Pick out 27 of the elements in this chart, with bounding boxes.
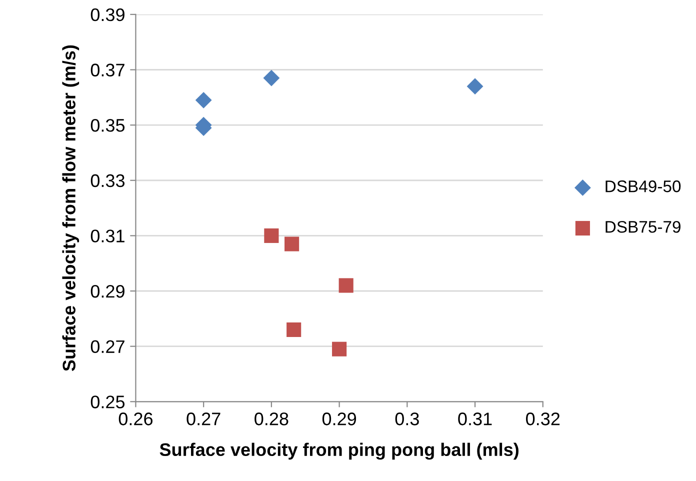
point <box>264 228 279 243</box>
x-tick-label: 0.28 <box>254 412 288 426</box>
point <box>263 70 280 86</box>
y-tick-label: 0.25 <box>90 396 125 408</box>
y-tick-label: 0.35 <box>90 118 125 132</box>
y-tick-label: 0.31 <box>90 230 124 242</box>
x-tick-label: 0.32 <box>526 412 560 426</box>
point <box>332 342 347 356</box>
legend-label: DSB75-79 <box>606 220 680 233</box>
y-tick-label: 0.29 <box>90 284 124 298</box>
point <box>338 278 354 293</box>
legend-label: DSB49-50 <box>606 180 681 192</box>
point <box>286 322 302 338</box>
x-axis-title: Surface velocity from ping pong ball (mls) <box>160 442 518 460</box>
y-tick-label: 0.33 <box>90 174 125 188</box>
y-tick-label: 0.27 <box>90 340 124 354</box>
x-tick-label: 0.31 <box>458 412 492 426</box>
x-tick-label: 0.3 <box>395 412 419 426</box>
point <box>284 236 300 252</box>
x-tick-label: 0.26 <box>118 412 152 426</box>
point <box>466 78 484 95</box>
y-tick-label: 0.37 <box>90 64 124 76</box>
point <box>195 92 212 108</box>
x-tick-label: 0.27 <box>186 412 220 426</box>
x-tick-label: 0.29 <box>322 412 356 426</box>
y-tick-label: 0.39 <box>90 8 124 22</box>
y-axis-title: Surface velocity from flow meter (m/s) <box>62 45 80 372</box>
